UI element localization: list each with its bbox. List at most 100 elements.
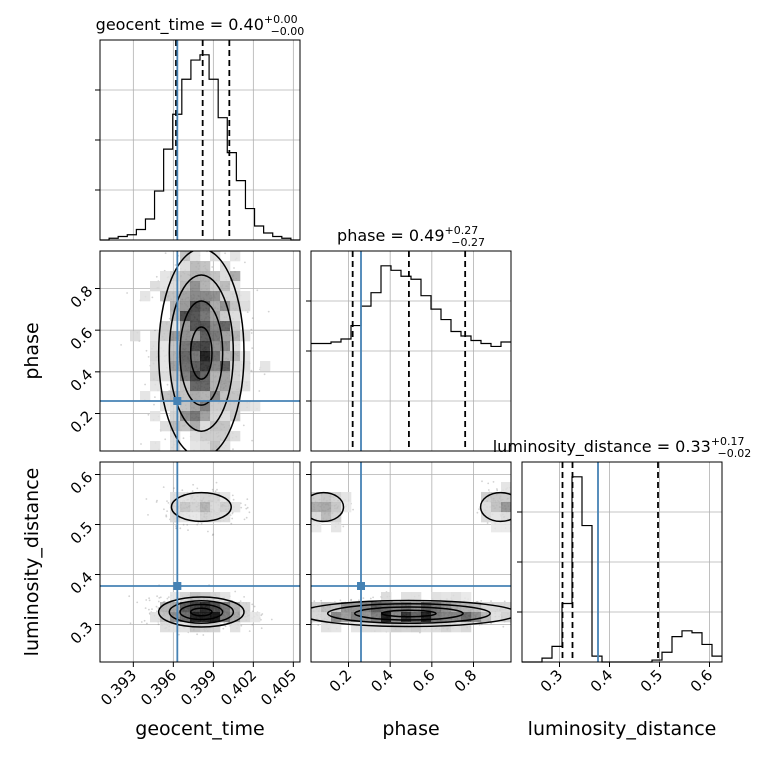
sample-point — [251, 623, 254, 626]
sample-point — [260, 627, 263, 630]
scatter-panel-geocent_time-vs-luminosity_distance: 0.30.40.50.6 — [67, 461, 301, 663]
density-cell — [170, 321, 181, 332]
xtick-label-luminosity_distance: 0.5 — [637, 666, 667, 696]
density-cell — [190, 421, 201, 432]
density-cell — [160, 341, 171, 352]
sample-point — [309, 521, 311, 523]
sample-point — [164, 438, 167, 441]
density-cell — [200, 321, 211, 332]
sample-point — [251, 603, 254, 606]
density-cell — [220, 421, 231, 432]
scatter-panel-phase-vs-luminosity_distance-border — [310, 461, 512, 663]
density-cell — [240, 351, 251, 362]
density-cell — [190, 351, 201, 362]
density-cell — [190, 512, 201, 523]
density-cell — [321, 512, 332, 523]
density-cell — [230, 331, 241, 342]
sample-point — [232, 498, 235, 501]
sample-point — [478, 508, 480, 510]
density-cell — [220, 391, 231, 402]
sample-point — [175, 525, 177, 527]
sample-point — [200, 523, 203, 525]
xtick-label-geocent_time: 0.405 — [257, 666, 300, 709]
density-cell — [140, 391, 151, 402]
density-cell — [351, 602, 362, 613]
sample-point — [211, 488, 214, 491]
density-cell — [150, 612, 161, 623]
density-cell — [210, 391, 221, 402]
density-cell — [190, 361, 201, 372]
density-cell — [481, 502, 492, 513]
density-cell — [220, 441, 231, 451]
density-cell — [240, 331, 251, 342]
density-cell — [230, 341, 241, 352]
contour-line — [479, 491, 511, 523]
truth-marker — [173, 397, 182, 405]
density-cell — [220, 431, 231, 442]
density-cell — [150, 351, 161, 362]
density-cell — [210, 512, 221, 523]
density-cell — [210, 401, 221, 412]
ytick-label-luminosity_distance: 0.4 — [67, 568, 97, 598]
sample-point — [214, 490, 217, 493]
sample-point — [490, 622, 492, 625]
density-cell — [170, 592, 181, 603]
sample-point — [513, 514, 515, 516]
sample-point — [167, 596, 170, 598]
density-cell — [210, 411, 221, 422]
sample-point — [372, 596, 374, 599]
sample-point — [258, 390, 261, 392]
hist-border-geocent_time — [99, 39, 301, 241]
sample-point — [245, 516, 248, 519]
scatter-panel-geocent_time-vs-phase-content — [100, 251, 300, 451]
density-cell — [331, 492, 342, 503]
density-cell — [331, 512, 342, 523]
density-cell — [210, 492, 221, 503]
sample-point — [250, 332, 253, 334]
density-cell — [170, 502, 181, 513]
density-cell — [170, 351, 181, 362]
sample-point — [156, 610, 158, 613]
sample-point — [157, 600, 160, 603]
density-cell — [170, 441, 181, 451]
contour-line — [168, 274, 235, 432]
sample-point — [145, 599, 148, 601]
sample-point — [516, 500, 518, 502]
sample-point — [154, 396, 156, 398]
sample-point — [304, 611, 306, 613]
sample-point — [307, 507, 309, 509]
density-cell — [160, 602, 171, 613]
density-cell — [210, 351, 221, 362]
density-cell — [230, 401, 241, 412]
sample-point — [182, 523, 185, 526]
sample-point — [224, 625, 227, 628]
sample-point — [486, 522, 489, 524]
density-cell — [501, 612, 511, 623]
sample-point — [317, 624, 320, 626]
density-cell — [250, 612, 261, 623]
yaxis-label-luminosity_distance: luminosity_distance — [21, 468, 43, 657]
sample-point — [512, 501, 514, 503]
ytick-label-luminosity_distance: 0.6 — [67, 468, 97, 498]
density-cell — [180, 261, 191, 272]
sample-point — [350, 598, 353, 601]
scatter-panel-geocent_time-vs-luminosity_distance-content — [100, 462, 300, 662]
sample-point — [320, 599, 323, 602]
ytick-label-phase: 0.8 — [67, 282, 97, 312]
density-cell — [220, 361, 231, 372]
sample-point — [230, 522, 233, 525]
sample-point — [248, 630, 251, 632]
density-cell — [311, 502, 322, 513]
yaxis-label-phase: phase — [21, 322, 43, 379]
density-cell — [471, 612, 482, 623]
sample-point — [166, 510, 169, 512]
density-cell — [170, 281, 181, 292]
density-cell — [170, 492, 181, 503]
density-cell — [210, 291, 221, 302]
sample-point — [516, 494, 518, 496]
density-cell — [180, 502, 191, 513]
ytick-label-luminosity_distance: 0.3 — [67, 618, 97, 648]
density-cell — [200, 301, 211, 312]
sample-point — [140, 621, 143, 623]
density-cell — [220, 351, 231, 362]
